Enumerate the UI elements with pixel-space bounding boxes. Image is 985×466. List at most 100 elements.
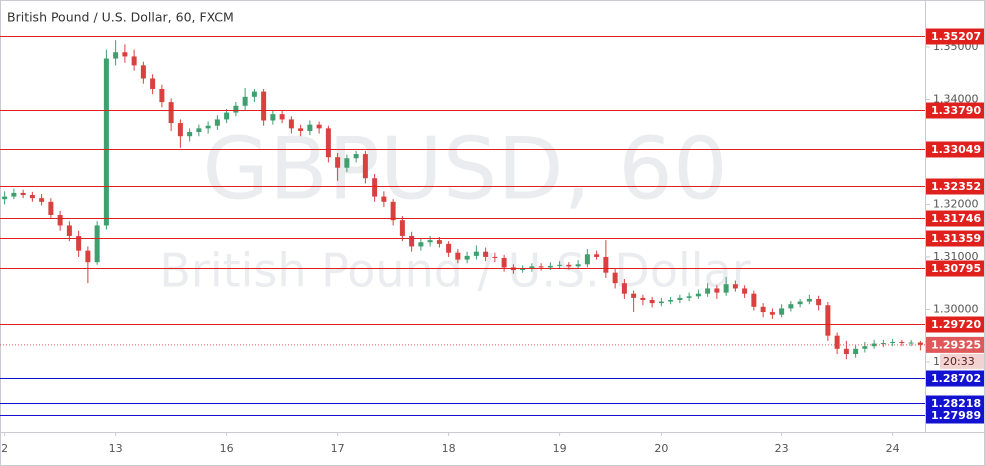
candle-body [251, 91, 257, 97]
candle-body [547, 265, 553, 268]
candle-body [769, 312, 775, 315]
level-label: 1.28702 [931, 372, 981, 385]
candle-body [168, 102, 174, 124]
candle-body [843, 348, 849, 355]
candle-body [594, 254, 600, 257]
candle-body [418, 242, 424, 247]
candle-body [455, 252, 461, 260]
candle-body [538, 266, 544, 268]
candle-body [658, 301, 664, 304]
countdown-label: 20:33 [943, 355, 975, 368]
level-label: 1.31359 [931, 232, 981, 245]
candle-body [908, 342, 914, 344]
candle-body [566, 264, 572, 267]
candle-body [779, 308, 785, 315]
candle-body [686, 296, 692, 298]
candle-body [214, 119, 220, 126]
candle-body [261, 91, 267, 121]
level-label: 1.29720 [931, 318, 981, 331]
candle-body [409, 235, 415, 247]
candle-body [57, 214, 63, 226]
candle-body [473, 251, 479, 256]
candle-body [288, 119, 294, 129]
y-tick-label: 1.30000 [933, 302, 979, 315]
candle-body [85, 250, 91, 263]
candle-body [695, 293, 701, 297]
candle-body [150, 78, 156, 89]
candle-body [39, 198, 45, 202]
level-label-box [926, 141, 984, 158]
level-label-box [926, 407, 984, 424]
candle-body [649, 299, 655, 304]
candle-body [714, 288, 720, 293]
x-tick-label: 19 [553, 442, 567, 455]
candle-body [751, 293, 757, 307]
candle-body [723, 284, 729, 293]
level-label: 1.30795 [931, 262, 981, 275]
x-tick-label: 13 [109, 442, 123, 455]
candle-body [187, 132, 193, 137]
candle-body [612, 272, 618, 284]
level-label: 1.27989 [931, 409, 981, 422]
candle-body [11, 192, 17, 197]
candle-body [2, 196, 8, 200]
level-label-box [926, 28, 984, 45]
candle-body [335, 157, 341, 168]
candle-body [427, 240, 433, 243]
candle-body [917, 342, 923, 345]
candle-body [834, 335, 840, 349]
candle-body [890, 341, 896, 344]
candle-body [816, 298, 822, 306]
candle-body [520, 268, 526, 271]
candle-body [399, 220, 405, 236]
candle-body [316, 124, 322, 129]
chart-title: British Pound / U.S. Dollar, 60, FXCM [7, 10, 234, 25]
candle-body [871, 343, 877, 347]
candle-body [242, 96, 248, 106]
candle-body [344, 158, 350, 168]
candle-body [29, 195, 35, 199]
level-label-box [926, 178, 984, 195]
candle-body [233, 105, 239, 113]
candle-body [862, 346, 868, 349]
candle-body [307, 124, 313, 131]
candle-body [113, 52, 119, 59]
candle-body [584, 254, 590, 265]
level-label: 1.33049 [931, 143, 981, 156]
candle-body [381, 196, 387, 202]
y-tick-label: 1.34000 [933, 92, 979, 105]
candle-body [732, 284, 738, 289]
level-label-box [926, 102, 984, 119]
candle-body [501, 257, 507, 268]
level-label: 1.33790 [931, 104, 981, 117]
candle-body [76, 235, 82, 251]
candle-body [224, 112, 230, 120]
candle-body [279, 114, 285, 120]
candle-body [103, 58, 109, 226]
candle-body [325, 128, 331, 158]
x-tick-label: 2 [1, 442, 8, 455]
x-tick-label: 23 [775, 442, 789, 455]
candle-body [603, 256, 609, 273]
candle-body [806, 298, 812, 302]
y-tick-label: 1.32000 [933, 197, 979, 210]
level-label: 1.32352 [931, 180, 981, 193]
candle-body [677, 297, 683, 300]
x-tick-label: 17 [331, 442, 345, 455]
candle-body [353, 154, 359, 159]
level-label-box [926, 260, 984, 277]
current-price-box [926, 336, 984, 353]
candle-body [140, 65, 146, 79]
candle-body [270, 114, 276, 121]
level-label: 1.35207 [931, 30, 981, 43]
y-tick-label: 1.31000 [933, 250, 979, 263]
level-label-box [926, 230, 984, 247]
candle-body [122, 52, 128, 57]
candle-body [575, 264, 581, 267]
candle-body [464, 255, 470, 260]
candle-body [446, 243, 452, 253]
candle-body [529, 266, 535, 269]
candle-body [362, 154, 368, 179]
